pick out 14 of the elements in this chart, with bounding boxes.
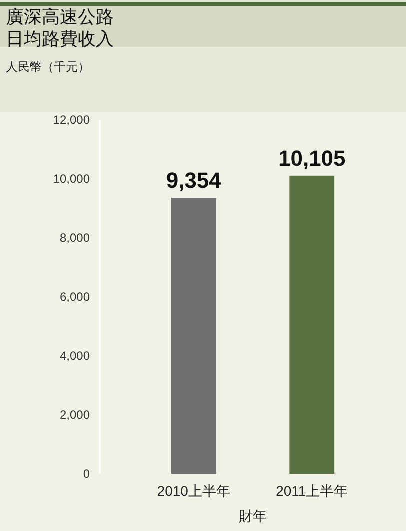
x-axis-title: 財年 (239, 509, 267, 525)
y-tick-label: 4,000 (60, 348, 90, 363)
y-axis-title: 人民幣（千元） (6, 60, 90, 74)
data-label: 9,354 (166, 168, 222, 194)
y-tick-label: 10,000 (53, 172, 90, 186)
x-tick-label: 2011上半年 (276, 482, 348, 499)
y-tick-label: 0 (83, 466, 90, 481)
data-label: 10,105 (278, 146, 346, 171)
y-tick-label: 12,000 (53, 112, 90, 127)
y-tick-label: 6,000 (60, 290, 90, 304)
y-tick-label: 2,000 (60, 408, 90, 422)
chart-title: 廣深高速公路日均路費收入 (6, 7, 114, 50)
y-tick-label: 8,000 (60, 230, 90, 245)
x-tick-label: 2010上半年 (157, 482, 230, 499)
